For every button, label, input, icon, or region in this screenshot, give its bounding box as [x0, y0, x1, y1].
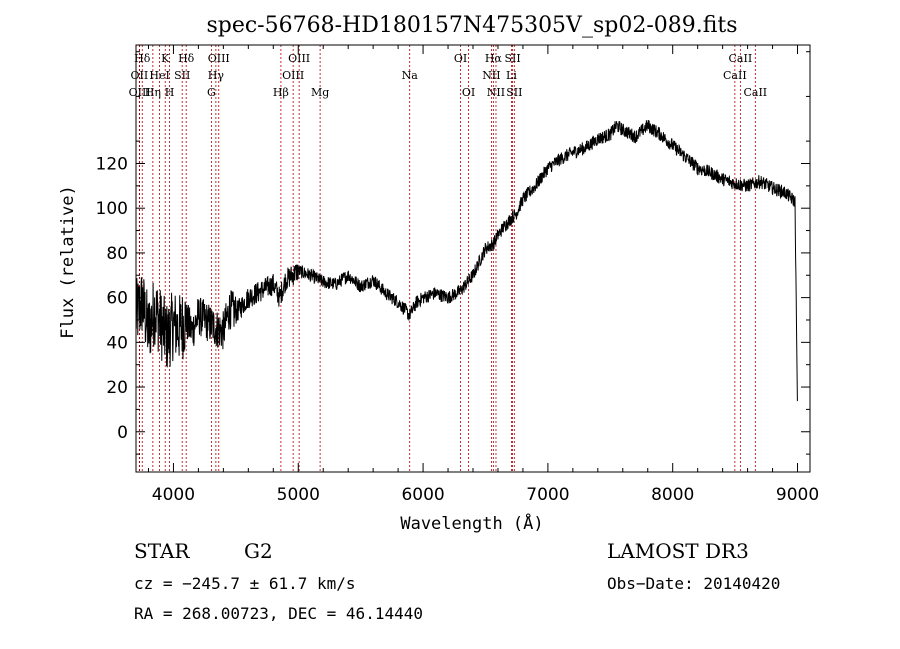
coordinates-text: RA = 268.00723, DEC = 46.14440 [134, 604, 423, 623]
line-marker-label: Hδ [178, 52, 195, 65]
y-tick-label: 60 [106, 289, 128, 309]
line-marker-label: Hβ [273, 86, 289, 99]
emission-line-markers [138, 45, 756, 472]
line-marker-label: HeI [149, 69, 169, 82]
y-tick-label: 100 [96, 199, 128, 219]
line-marker-label: OII [131, 69, 149, 82]
y-tick-label: 80 [106, 244, 128, 264]
object-subclass: G2 [244, 539, 273, 563]
line-marker-label: SII [504, 52, 520, 65]
survey-name: LAMOST DR3 [607, 539, 749, 563]
plot-frame [135, 44, 811, 473]
x-tick-label: 9000 [776, 485, 819, 505]
line-marker-label: Hα [485, 52, 503, 65]
x-tick-label: 8000 [651, 485, 694, 505]
line-marker-label: NII [482, 69, 500, 82]
line-marker-label: OIII [288, 52, 310, 65]
x-tick-label: 6000 [401, 485, 444, 505]
line-marker-label: NII [487, 86, 505, 99]
spectrum-line [135, 119, 798, 402]
y-axis-label: Flux (relative) [58, 185, 78, 339]
line-marker-label: Mg [311, 86, 329, 99]
line-marker-label: Li [506, 69, 517, 82]
obs-date-text: Obs−Date: 20140420 [607, 574, 780, 593]
y-tick-label: 20 [106, 378, 128, 398]
line-marker-label: Na [402, 69, 419, 82]
line-marker-label: Hγ [208, 69, 225, 82]
line-marker-label: SII [174, 69, 190, 82]
x-axis-ticks: 4000 5000 6000 7000 8000 9000 [147, 45, 819, 505]
y-tick-label: 120 [96, 154, 128, 174]
line-marker-label: Hη [145, 86, 161, 99]
x-tick-label: 5000 [277, 485, 320, 505]
line-marker-label: Hδ [134, 52, 151, 65]
line-marker-label: CaII [743, 86, 767, 99]
line-marker-label: SII [506, 86, 522, 99]
x-tick-label: 7000 [526, 485, 569, 505]
chart-title: spec-56768-HD180157N475305V_sp02-089.fit… [206, 13, 737, 38]
line-marker-label: OIII [129, 86, 151, 99]
line-marker-label: H [165, 86, 175, 99]
x-tick-label: 4000 [152, 485, 195, 505]
redshift-text: cz = −245.7 ± 61.7 km/s [134, 574, 356, 593]
y-tick-label: 0 [117, 423, 128, 443]
line-marker-label: CaII [729, 52, 753, 65]
line-marker-label: OIII [208, 52, 230, 65]
line-marker-label: OI [454, 52, 467, 65]
line-marker-label: OI [462, 86, 475, 99]
line-marker-label: G [207, 86, 216, 99]
emission-line-labels: Hδ OII OIII K HeI Hη SII H Hδ OIII Hγ G OIII OIII Hβ Mg… [129, 52, 768, 99]
y-axis-ticks: 0 20 40 60 80 100 120 [96, 51, 810, 455]
line-marker-label: OIII [282, 69, 304, 82]
y-tick-label: 40 [106, 333, 128, 353]
x-axis-label: Wavelength (Å) [400, 512, 543, 534]
line-marker-label: CaII [723, 69, 747, 82]
line-marker-label: K [161, 52, 170, 65]
object-class: STAR [134, 539, 190, 563]
